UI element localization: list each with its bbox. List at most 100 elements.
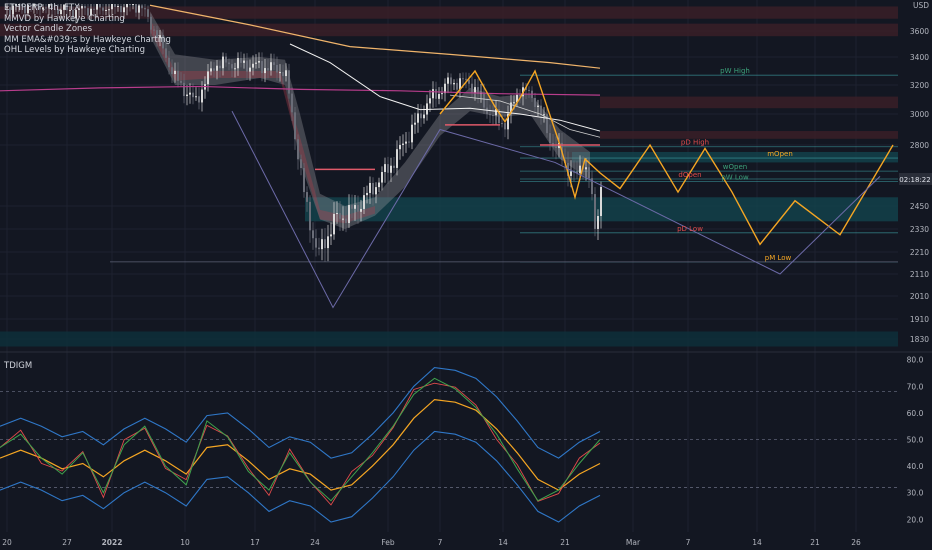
elliott-wave-line (231, 110, 881, 309)
candle-body-121 (369, 182, 371, 193)
candle-body-36 (114, 4, 116, 7)
tdi-upper-band (0, 367, 601, 459)
candle-body-99 (303, 168, 305, 193)
candle-body-188 (570, 171, 572, 176)
candle-body-101 (309, 201, 311, 231)
level-label-7: pM Low (765, 254, 792, 262)
tdi-tick-0: 20.0 (907, 515, 924, 524)
price-tick-10: 3400 (910, 53, 929, 62)
script-ohl-levels[interactable]: OHL Levels by Hawkeye Charting (4, 45, 146, 56)
candle-body-79 (243, 60, 245, 63)
candle-body-32 (102, 7, 104, 11)
candle-body-159 (483, 92, 485, 108)
time-tick-10: Mar (626, 538, 641, 547)
time-tick-2: 2022 (102, 538, 123, 547)
candle-body-122 (372, 182, 374, 195)
candle-body-100 (306, 192, 308, 202)
candle-body-195 (591, 178, 593, 195)
candle-body-146 (444, 83, 446, 94)
level-label-4: dOpen (678, 171, 701, 179)
candle-body-0 (6, 7, 8, 9)
candle-body-153 (465, 78, 467, 80)
candle-body-28 (90, 8, 92, 16)
candle-body-26 (84, 6, 86, 9)
candle-body-131 (399, 144, 401, 150)
tdi-tick-3: 50.0 (907, 436, 924, 445)
time-tick-9: 21 (560, 538, 570, 547)
currency-label: USD (913, 1, 929, 10)
candle-body-198 (600, 186, 602, 217)
candle-body-116 (354, 205, 356, 209)
time-tick-3: 10 (180, 538, 190, 547)
ema-mid (149, 4, 601, 69)
candle-body-86 (264, 68, 266, 74)
candle-body-155 (471, 83, 473, 93)
level-label-0: pW High (720, 67, 750, 75)
candle-body-152 (462, 78, 464, 80)
candle-body-76 (234, 68, 236, 70)
candle-body-13 (45, 7, 47, 9)
candle-body-3 (15, 4, 17, 6)
candle-body-49 (153, 29, 155, 31)
indicator-title[interactable]: TDIGM (4, 361, 33, 371)
price-tick-11: 3600 (910, 27, 929, 36)
symbol-title[interactable]: ETHPERP, 4h, FTX (4, 3, 80, 13)
candle-body-187 (567, 162, 569, 176)
candle-body-8 (30, 5, 32, 7)
projection-path (231, 69, 894, 309)
candle-body-133 (405, 141, 407, 144)
candle-body-157 (477, 87, 479, 94)
candle-body-124 (378, 182, 380, 188)
level-label-2: mOpen (767, 150, 793, 158)
candle-body-164 (498, 109, 500, 124)
candle-body-106 (324, 239, 326, 249)
candle-body-20 (66, 4, 68, 11)
candle-body-71 (219, 65, 221, 69)
price-tick-4: 2210 (910, 248, 929, 257)
candle-body-137 (417, 113, 419, 123)
candle-body-135 (411, 124, 413, 143)
candle-body-193 (585, 167, 587, 170)
candle-body-150 (456, 82, 458, 90)
candle-body-39 (123, 7, 125, 13)
time-axis[interactable]: 20 27 2022 10 17 24 Feb 7 14 21 Mar 7 14 21 26 (2, 538, 861, 547)
candle-body-132 (402, 143, 404, 145)
candle-body-97 (297, 139, 299, 160)
candle-body-171 (519, 94, 521, 97)
candle-body-27 (87, 8, 89, 16)
candle-body-73 (225, 56, 227, 63)
candle-body-70 (216, 65, 218, 71)
time-tick-6: Feb (381, 538, 395, 547)
tdi-axis[interactable]: 20.0 30.0 40.0 50.0 60.0 70.0 80.0 (907, 356, 924, 525)
level-label-6: pD Low (677, 225, 703, 233)
tdi-tick-1: 30.0 (907, 489, 924, 498)
script-mm-ema[interactable]: MM EMA&#039;s by Hawkeye Charting (4, 34, 171, 45)
candle-body-142 (432, 89, 434, 99)
candle-body-196 (594, 194, 596, 229)
candle-body-48 (150, 16, 152, 30)
candle-body-4 (18, 4, 20, 6)
time-tick-0: 20 (2, 538, 12, 547)
candle-body-64 (198, 96, 200, 103)
candle-body-16 (54, 8, 56, 10)
candle-body-21 (69, 9, 71, 11)
candle-body-95 (291, 93, 293, 113)
script-mmvd[interactable]: MMVD by Hawkeye Charting (4, 13, 125, 24)
script-vector-zones[interactable]: Vector Candle Zones (4, 24, 93, 35)
candle-body-6 (24, 6, 26, 14)
candle-body-183 (555, 146, 557, 149)
candle-body-194 (588, 167, 590, 179)
candle-body-5 (21, 4, 23, 7)
candle-body-102 (312, 230, 314, 239)
time-tick-5: 24 (310, 538, 320, 547)
candle-body-130 (396, 149, 398, 168)
candle-body-179 (543, 114, 545, 116)
candle-body-30 (96, 4, 98, 10)
candle-body-61 (189, 92, 191, 95)
candle-body-181 (549, 133, 551, 144)
time-tick-14: 26 (851, 538, 861, 547)
candle-body-80 (246, 60, 248, 72)
level-labels: pW High pD High mOpen wOpen dOpen pW Low pD Lo… (677, 67, 793, 262)
